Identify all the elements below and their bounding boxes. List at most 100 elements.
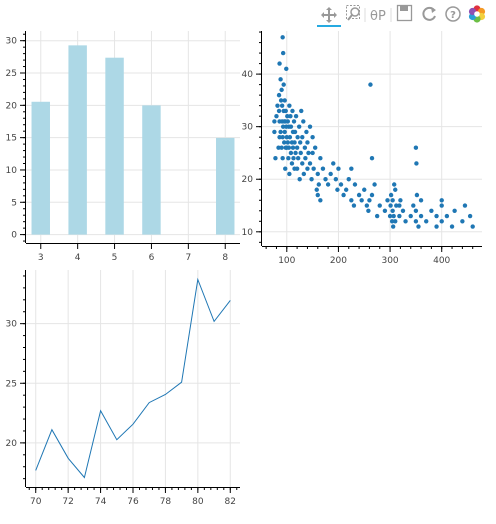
scatter-point bbox=[297, 177, 302, 182]
bar bbox=[142, 105, 161, 235]
x-tick-label: 400 bbox=[433, 256, 450, 266]
scatter-point bbox=[303, 156, 308, 161]
pan-icon[interactable] bbox=[321, 7, 337, 23]
scatter-point bbox=[343, 187, 349, 192]
scatter-point bbox=[293, 150, 298, 156]
y-tick-label: 30 bbox=[242, 123, 254, 133]
scatter-point bbox=[304, 129, 309, 135]
scatter-point bbox=[393, 187, 398, 192]
scatter-point bbox=[429, 208, 434, 213]
bokeh-logo-icon[interactable] bbox=[468, 5, 486, 23]
scatter-point bbox=[320, 166, 326, 171]
scatter-point bbox=[408, 213, 413, 219]
scatter-point bbox=[280, 124, 286, 129]
scatter-point bbox=[292, 129, 298, 135]
scatter-point bbox=[398, 198, 403, 203]
scatter-point bbox=[377, 203, 382, 208]
scatter-point bbox=[369, 192, 375, 198]
scatter-point bbox=[413, 208, 419, 213]
scatter-point bbox=[287, 103, 292, 108]
scatter-point bbox=[284, 66, 289, 72]
scatter-point bbox=[294, 145, 300, 150]
wheel-zoom-icon[interactable]: θP bbox=[370, 9, 386, 24]
line-chart[interactable]: 70 72 74 76 78 80 82 20 25 30 bbox=[6, 270, 240, 507]
x-tick-label: 74 bbox=[95, 497, 107, 507]
scatter-point bbox=[336, 166, 341, 171]
scatter-point bbox=[291, 156, 296, 161]
scatter-point bbox=[280, 134, 285, 140]
scatter-point bbox=[276, 145, 281, 150]
scatter-point bbox=[418, 213, 424, 219]
scatter-point bbox=[289, 161, 295, 166]
scatter-point bbox=[296, 124, 302, 129]
scatter-point bbox=[328, 171, 333, 177]
scatter-point bbox=[293, 113, 299, 119]
scatter-point bbox=[366, 208, 371, 213]
scatter-point bbox=[369, 156, 375, 161]
y-tick-label: 0 bbox=[11, 231, 17, 241]
scatter-point bbox=[314, 187, 319, 192]
y-tick-label: 15 bbox=[6, 134, 17, 144]
scatter-point bbox=[439, 219, 444, 224]
y-tick-label: 20 bbox=[6, 439, 18, 449]
scatter-point bbox=[390, 224, 396, 229]
scatter-point bbox=[418, 198, 424, 203]
y-tick-label: 20 bbox=[242, 175, 254, 185]
scatter-point bbox=[372, 182, 377, 187]
pan-tool-active-indicator bbox=[317, 25, 341, 27]
scatter-point bbox=[351, 203, 357, 208]
scatter-point bbox=[388, 203, 393, 208]
scatter-point bbox=[310, 134, 315, 140]
scatter-point bbox=[291, 119, 297, 124]
scatter-point bbox=[290, 145, 296, 150]
y-tick-label: 30 bbox=[6, 320, 18, 330]
scatter-point bbox=[413, 219, 419, 224]
scatter-point bbox=[356, 192, 362, 198]
help-icon[interactable]: ? bbox=[445, 6, 461, 22]
scatter-point bbox=[393, 219, 398, 224]
scatter-point bbox=[367, 198, 372, 203]
scatter-point bbox=[391, 213, 396, 219]
scatter-point bbox=[331, 161, 336, 166]
scatter-point bbox=[385, 198, 390, 203]
scatter-point bbox=[389, 219, 395, 224]
scatter-point bbox=[279, 145, 284, 150]
scatter-point bbox=[281, 82, 286, 87]
scatter-point bbox=[300, 161, 305, 166]
scatter-point bbox=[364, 203, 370, 208]
save-icon[interactable] bbox=[396, 4, 413, 22]
scatter-point bbox=[286, 145, 292, 150]
x-tick-label: 5 bbox=[112, 253, 118, 263]
toolbar: θP ? bbox=[317, 4, 486, 27]
scatter-point bbox=[279, 87, 284, 93]
scatter-point bbox=[349, 198, 354, 203]
scatter-point bbox=[280, 50, 286, 56]
y-tick-label: 25 bbox=[6, 379, 17, 389]
scatter-chart[interactable]: 100 200 300 400 10 20 30 40 bbox=[242, 31, 482, 266]
scatter-point bbox=[315, 192, 320, 198]
scatter-point bbox=[278, 98, 284, 103]
scatter-point bbox=[277, 134, 282, 140]
scatter-point bbox=[287, 171, 292, 177]
scatter-point bbox=[434, 213, 439, 219]
scatter-point bbox=[390, 198, 395, 203]
bar-chart[interactable]: 3 4 5 6 7 8 0 5 10 15 20 25 30 bbox=[6, 31, 240, 263]
scatter-point bbox=[305, 140, 310, 145]
x-tick-label: 100 bbox=[278, 256, 295, 266]
x-tick-label: 82 bbox=[225, 497, 236, 507]
x-tick-label: 78 bbox=[160, 497, 172, 507]
scatter-point bbox=[295, 156, 301, 161]
scatter-point bbox=[285, 113, 290, 119]
scatter-point bbox=[272, 119, 277, 124]
scatter-point bbox=[439, 198, 444, 203]
svg-text:?: ? bbox=[450, 10, 456, 21]
scatter-point bbox=[390, 208, 395, 213]
bar bbox=[105, 57, 124, 235]
reset-icon[interactable] bbox=[422, 6, 436, 21]
scatter-point bbox=[307, 124, 313, 129]
box-zoom-icon[interactable] bbox=[346, 5, 360, 21]
scatter-point bbox=[394, 203, 399, 208]
scatter-point bbox=[341, 192, 346, 198]
scatter-point bbox=[467, 213, 473, 219]
x-tick-label: 300 bbox=[381, 256, 398, 266]
